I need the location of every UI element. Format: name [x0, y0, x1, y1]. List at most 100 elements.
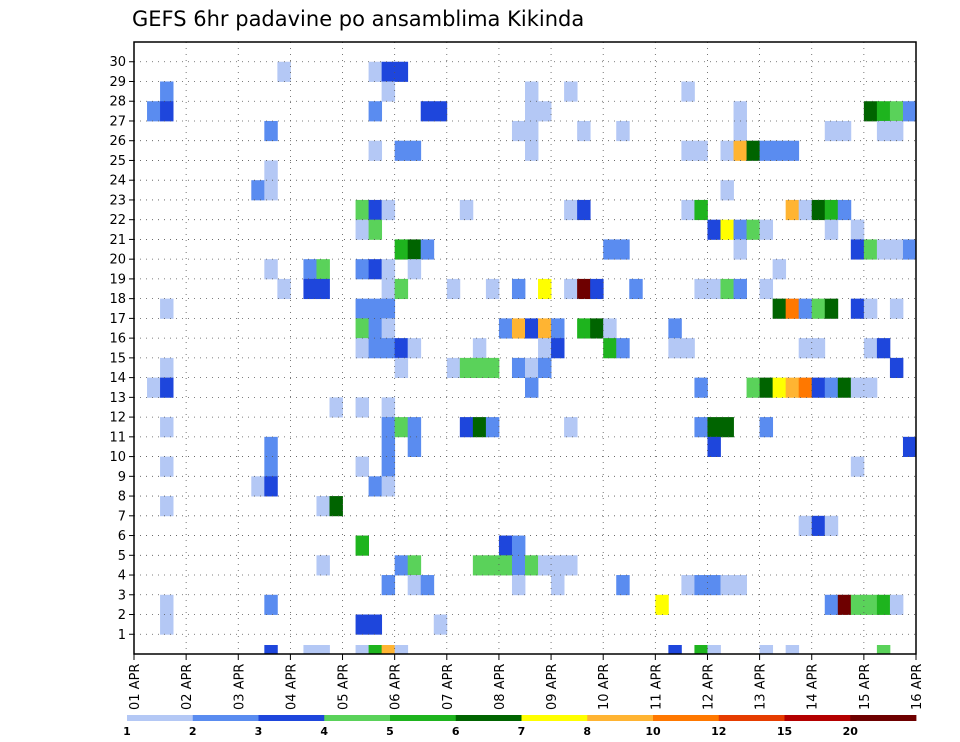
y-tick-label: 6 — [118, 529, 126, 544]
heatmap-cell — [433, 614, 448, 635]
heatmap-cell — [355, 614, 369, 635]
colorbar-label: 3 — [255, 725, 263, 738]
x-tick-label: 02 APR — [180, 664, 195, 710]
heatmap-cell — [902, 436, 917, 457]
heatmap-cell — [498, 318, 513, 339]
heatmap-cell — [889, 239, 904, 260]
heatmap-cell — [394, 555, 409, 576]
heatmap-cell — [772, 298, 787, 319]
heatmap-cell-member-0 — [759, 645, 774, 654]
heatmap-cell — [472, 417, 487, 438]
y-tick-label: 14 — [109, 371, 126, 386]
heatmap-cell — [381, 81, 396, 102]
heatmap-cell — [720, 575, 734, 596]
heatmap-cell — [511, 555, 526, 576]
heatmap-cell-member-0 — [316, 645, 330, 654]
heatmap-cell — [837, 594, 852, 615]
heatmap-cell — [720, 219, 734, 240]
heatmap-cell — [655, 594, 669, 615]
x-tick-label: 06 APR — [389, 664, 404, 710]
heatmap-cell — [798, 199, 813, 221]
heatmap-cell — [407, 338, 422, 359]
x-tick-label: 09 APR — [545, 664, 560, 710]
heatmap-cell — [720, 140, 734, 161]
heatmap-cell — [485, 555, 500, 576]
colorbar-label: 1 — [123, 725, 131, 738]
heatmap-cell-member-0 — [264, 645, 278, 654]
heatmap-cell — [498, 555, 513, 576]
heatmap-cell — [629, 278, 643, 300]
heatmap-cell — [590, 278, 604, 300]
heatmap-cell — [837, 120, 852, 142]
y-tick-label: 5 — [118, 549, 126, 564]
heatmap-cell — [381, 436, 396, 457]
heatmap-cell — [160, 594, 174, 615]
heatmap-cell — [394, 338, 409, 359]
heatmap-cell — [694, 278, 708, 300]
heatmap-cell — [381, 397, 396, 418]
heatmap-cell — [603, 318, 617, 339]
heatmap-cell — [368, 298, 383, 319]
x-tick-label: 12 APR — [701, 664, 716, 710]
heatmap-cell — [720, 417, 734, 438]
heatmap-cell — [564, 199, 578, 221]
heatmap-cell — [459, 199, 474, 221]
heatmap-cell-member-0 — [394, 645, 409, 654]
heatmap-cell — [355, 259, 369, 280]
heatmap-cell — [147, 377, 161, 398]
heatmap-cell — [355, 338, 369, 359]
y-tick-label: 26 — [109, 134, 126, 149]
heatmap-cell — [772, 259, 787, 280]
heatmap-cell — [459, 417, 474, 438]
heatmap-cell — [160, 298, 174, 319]
colorbar-swatch — [192, 715, 259, 721]
heatmap-cell — [264, 594, 278, 615]
heatmap-cell — [420, 575, 435, 596]
heatmap-cell — [850, 594, 865, 615]
heatmap-cell — [355, 199, 369, 221]
heatmap-cell — [681, 81, 695, 102]
heatmap-cell — [564, 555, 578, 576]
y-tick-label: 7 — [118, 509, 126, 524]
heatmap-cell — [368, 338, 383, 359]
heatmap-cell — [368, 259, 383, 280]
heatmap-cell — [681, 338, 695, 359]
heatmap-cell — [368, 476, 383, 497]
heatmap-cell — [785, 199, 800, 221]
colorbar-swatch — [718, 715, 785, 721]
heatmap-cell — [733, 239, 747, 260]
y-tick-label: 17 — [109, 312, 126, 327]
colorbar-legend: 1 2 3 4 5 6 7 8 10 12 15 20 — [123, 715, 917, 738]
heatmap-cell — [824, 515, 839, 536]
heatmap-cell — [525, 120, 539, 142]
x-tick-label: 05 APR — [337, 664, 352, 710]
heatmap-cell — [681, 199, 695, 221]
heatmap-cell — [733, 278, 747, 300]
heatmap-cell — [316, 555, 330, 576]
heatmap-cell — [264, 436, 278, 457]
heatmap-cell-member-0 — [368, 645, 383, 654]
heatmap-cell — [824, 199, 839, 221]
heatmap-cell — [733, 575, 747, 596]
heatmap-cell — [733, 140, 747, 161]
heatmap-cell — [863, 239, 878, 260]
heatmap-cell — [407, 575, 422, 596]
heatmap-cell — [368, 61, 383, 82]
heatmap-cell — [772, 140, 787, 161]
heatmap-cell — [785, 377, 800, 398]
heatmap-cell — [616, 338, 630, 359]
heatmap-cell — [785, 140, 800, 161]
x-tick-label: 07 APR — [441, 664, 456, 710]
heatmap-cell — [381, 61, 396, 82]
heatmap-cell — [316, 259, 330, 280]
heatmap-cell — [577, 318, 591, 339]
heatmap-cell — [681, 140, 695, 161]
heatmap-cell — [511, 535, 526, 556]
heatmap-cell — [160, 357, 174, 379]
heatmap-cell — [746, 140, 760, 161]
heatmap-cell — [733, 120, 747, 142]
heatmap-cell — [694, 575, 708, 596]
heatmap-cell — [525, 377, 539, 398]
heatmap-cell — [381, 456, 396, 477]
heatmap-cell — [407, 239, 422, 260]
